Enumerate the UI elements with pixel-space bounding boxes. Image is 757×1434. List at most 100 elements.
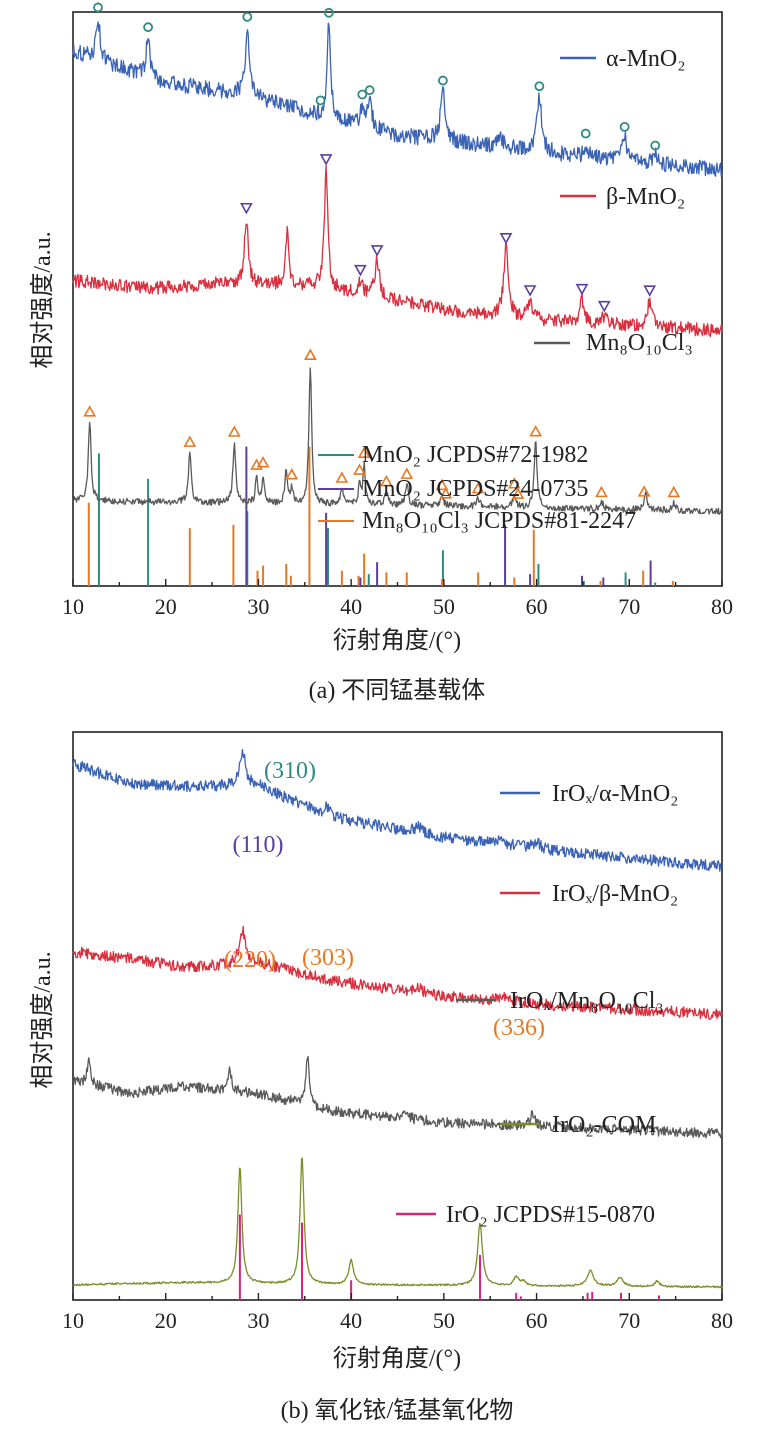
peak-marker-s0-8 <box>534 81 545 92</box>
peak-marker-s1-8 <box>643 285 657 297</box>
x-tick-label-40: 40 <box>340 594 362 619</box>
peak-marker-s2-19 <box>637 485 651 497</box>
x-tick-label-40: 40 <box>340 1308 362 1333</box>
peak-marker-s1-4 <box>499 232 513 245</box>
peak-marker-s0-3 <box>315 95 326 106</box>
peak-marker-s2-20 <box>667 485 681 498</box>
panel-a-legend: α-MnO₂ β-MnO₂ Mn₈O₁₀Cl₃ <box>534 46 693 356</box>
ref-legend-label-24-0735: MnO₂ JCPDS#24-0735 <box>362 476 588 502</box>
x-tick-label-10: 10 <box>62 1308 84 1333</box>
peak-marker-s2-10 <box>380 474 393 487</box>
peak-marker-s2-1 <box>183 435 197 447</box>
peak-marker-s2-9 <box>357 446 371 458</box>
peak-marker-s1-5 <box>523 285 537 297</box>
panel-b-curves <box>72 748 723 1289</box>
xrd-curve-2 <box>72 367 723 516</box>
x-tick-label-50: 50 <box>433 1308 455 1333</box>
x-tick-label-70: 70 <box>618 594 640 619</box>
peak-marker-s2-13 <box>439 487 453 499</box>
x-tick-label-80: 80 <box>711 1308 733 1333</box>
legend-label-irox-mn8o10cl3: IrOₓ/Mn₈O₁₀Cl₃ <box>510 988 664 1014</box>
panel-a-y-axis-title: 相对强度/a.u. <box>29 231 56 368</box>
peak-marker-s2-12 <box>435 478 449 491</box>
peak-marker-s0-4 <box>323 7 334 18</box>
x-tick-label-60: 60 <box>526 1308 548 1333</box>
x-tick-label-20: 20 <box>155 1308 177 1333</box>
peak-marker-s0-5 <box>357 89 368 100</box>
peak-marker-s2-16 <box>511 487 525 499</box>
peak-marker-s0-10 <box>619 121 630 132</box>
xrd-curve-0 <box>72 748 723 872</box>
panel-a-caption: (a) 不同锰基载体 <box>309 677 486 704</box>
peak-marker-s2-18 <box>595 485 608 498</box>
x-tick-label-60: 60 <box>526 594 548 619</box>
legend-label-beta-mno2: β-MnO₂ <box>606 184 685 210</box>
peak-marker-s2-8 <box>353 463 366 475</box>
peak-label-110: (110) <box>232 832 283 858</box>
xrd-curve-2 <box>72 1055 723 1139</box>
panel-b-reference-sticks <box>238 1214 660 1300</box>
peak-marker-s2-14 <box>471 481 485 494</box>
xrd-curve-0 <box>72 21 723 177</box>
peak-marker-s1-6 <box>575 283 589 296</box>
peak-label-220: (220) <box>224 947 276 973</box>
peak-marker-s2-15 <box>507 477 521 489</box>
peak-marker-s1-0 <box>240 202 253 215</box>
panel-b-legend: IrOₓ/α-MnO₂ IrOₓ/β-MnO₂ IrOₓ/Mn₈O₁₀Cl₃ I… <box>396 781 679 1228</box>
x-tick-label-10: 10 <box>62 594 84 619</box>
panel-a-reference-legend: MnO₂ JCPDS#72-1982 MnO₂ JCPDS#24-0735 Mn… <box>318 442 636 534</box>
peak-marker-s1-2 <box>354 264 367 277</box>
peak-marker-s2-2 <box>227 425 241 437</box>
peak-marker-s1-1 <box>319 154 333 166</box>
x-tick-label-80: 80 <box>711 594 733 619</box>
peak-marker-s2-17 <box>529 425 543 437</box>
ref-legend-label-72-1982: MnO₂ JCPDS#72-1982 <box>362 442 588 468</box>
panel-a-peak-markers <box>83 2 681 499</box>
x-tick-label-30: 30 <box>247 1308 269 1333</box>
peak-marker-s0-6 <box>364 85 375 96</box>
legend-label-alpha-mno2: α-MnO₂ <box>606 46 686 72</box>
peak-marker-s0-2 <box>242 11 253 22</box>
x-tick-label-30: 30 <box>247 594 269 619</box>
peak-label-303: (303) <box>302 945 354 971</box>
panel-a-x-axis-title: 衍射角度/(°) <box>333 627 461 654</box>
panel-b-x-axis-title: 衍射角度/(°) <box>333 1345 461 1372</box>
x-tick-label-20: 20 <box>155 594 177 619</box>
panel-b-y-axis-title: 相对强度/a.u. <box>29 951 56 1088</box>
xrd-curve-1 <box>72 925 723 1020</box>
peak-marker-s2-6 <box>303 348 317 360</box>
legend-label-irox-beta: IrOₓ/β-MnO₂ <box>552 881 678 907</box>
ref-legend-label-15-0870: IrO₂ JCPDS#15-0870 <box>446 1202 655 1228</box>
panel-a-x-axis-ticks: 10 20 30 40 50 60 70 80 <box>62 579 733 619</box>
peak-marker-s0-9 <box>580 128 591 139</box>
peak-marker-s2-5 <box>285 468 299 480</box>
x-tick-label-70: 70 <box>618 1308 640 1333</box>
peak-label-336: (336) <box>493 1015 545 1041</box>
peak-marker-s0-7 <box>438 75 448 86</box>
panel-a-curves <box>72 21 723 516</box>
ref-legend-label-81-2247: Mn₈O₁₀Cl₃ JCPDS#81-2247 <box>362 508 636 534</box>
peak-marker-s0-1 <box>143 22 153 33</box>
panel-b-x-axis-ticks: 10 20 30 40 50 60 70 80 <box>62 1293 733 1333</box>
peak-marker-s1-3 <box>370 245 384 257</box>
panel-a-chart: 10 20 30 40 50 60 70 80 α-MnO₂ β-MnO₂ Mn₈O₁₀Cl₃… <box>29 2 733 704</box>
panel-b-caption: (b) 氧化铱/锰基氧化物 <box>281 1397 514 1424</box>
xrd-curve-1 <box>72 164 723 338</box>
peak-marker-s2-11 <box>400 467 414 479</box>
peak-marker-s2-4 <box>256 456 270 468</box>
peak-marker-s1-7 <box>597 300 611 313</box>
peak-marker-s2-7 <box>335 471 349 483</box>
peak-marker-s0-11 <box>650 140 661 151</box>
peak-marker-s0-0 <box>93 2 103 13</box>
panel-a-reference-sticks <box>87 446 674 586</box>
peak-marker-s2-0 <box>83 405 97 417</box>
panel-b-chart: 10 20 30 40 50 60 70 80 IrOₓ/α-MnO₂ IrOₓ/β-MnO₂… <box>29 731 733 1424</box>
xrd-curve-3 <box>72 1157 723 1289</box>
legend-label-mn8o10cl3: Mn₈O₁₀Cl₃ <box>586 330 693 356</box>
x-tick-label-50: 50 <box>433 594 455 619</box>
panel-b-peak-labels: (310) (110) (220) (303) (336) <box>224 758 545 1041</box>
legend-label-iro2-com: IrO₂-COM <box>552 1112 656 1138</box>
legend-label-irox-alpha: IrOₓ/α-MnO₂ <box>552 781 679 807</box>
peak-label-310: (310) <box>264 758 316 784</box>
